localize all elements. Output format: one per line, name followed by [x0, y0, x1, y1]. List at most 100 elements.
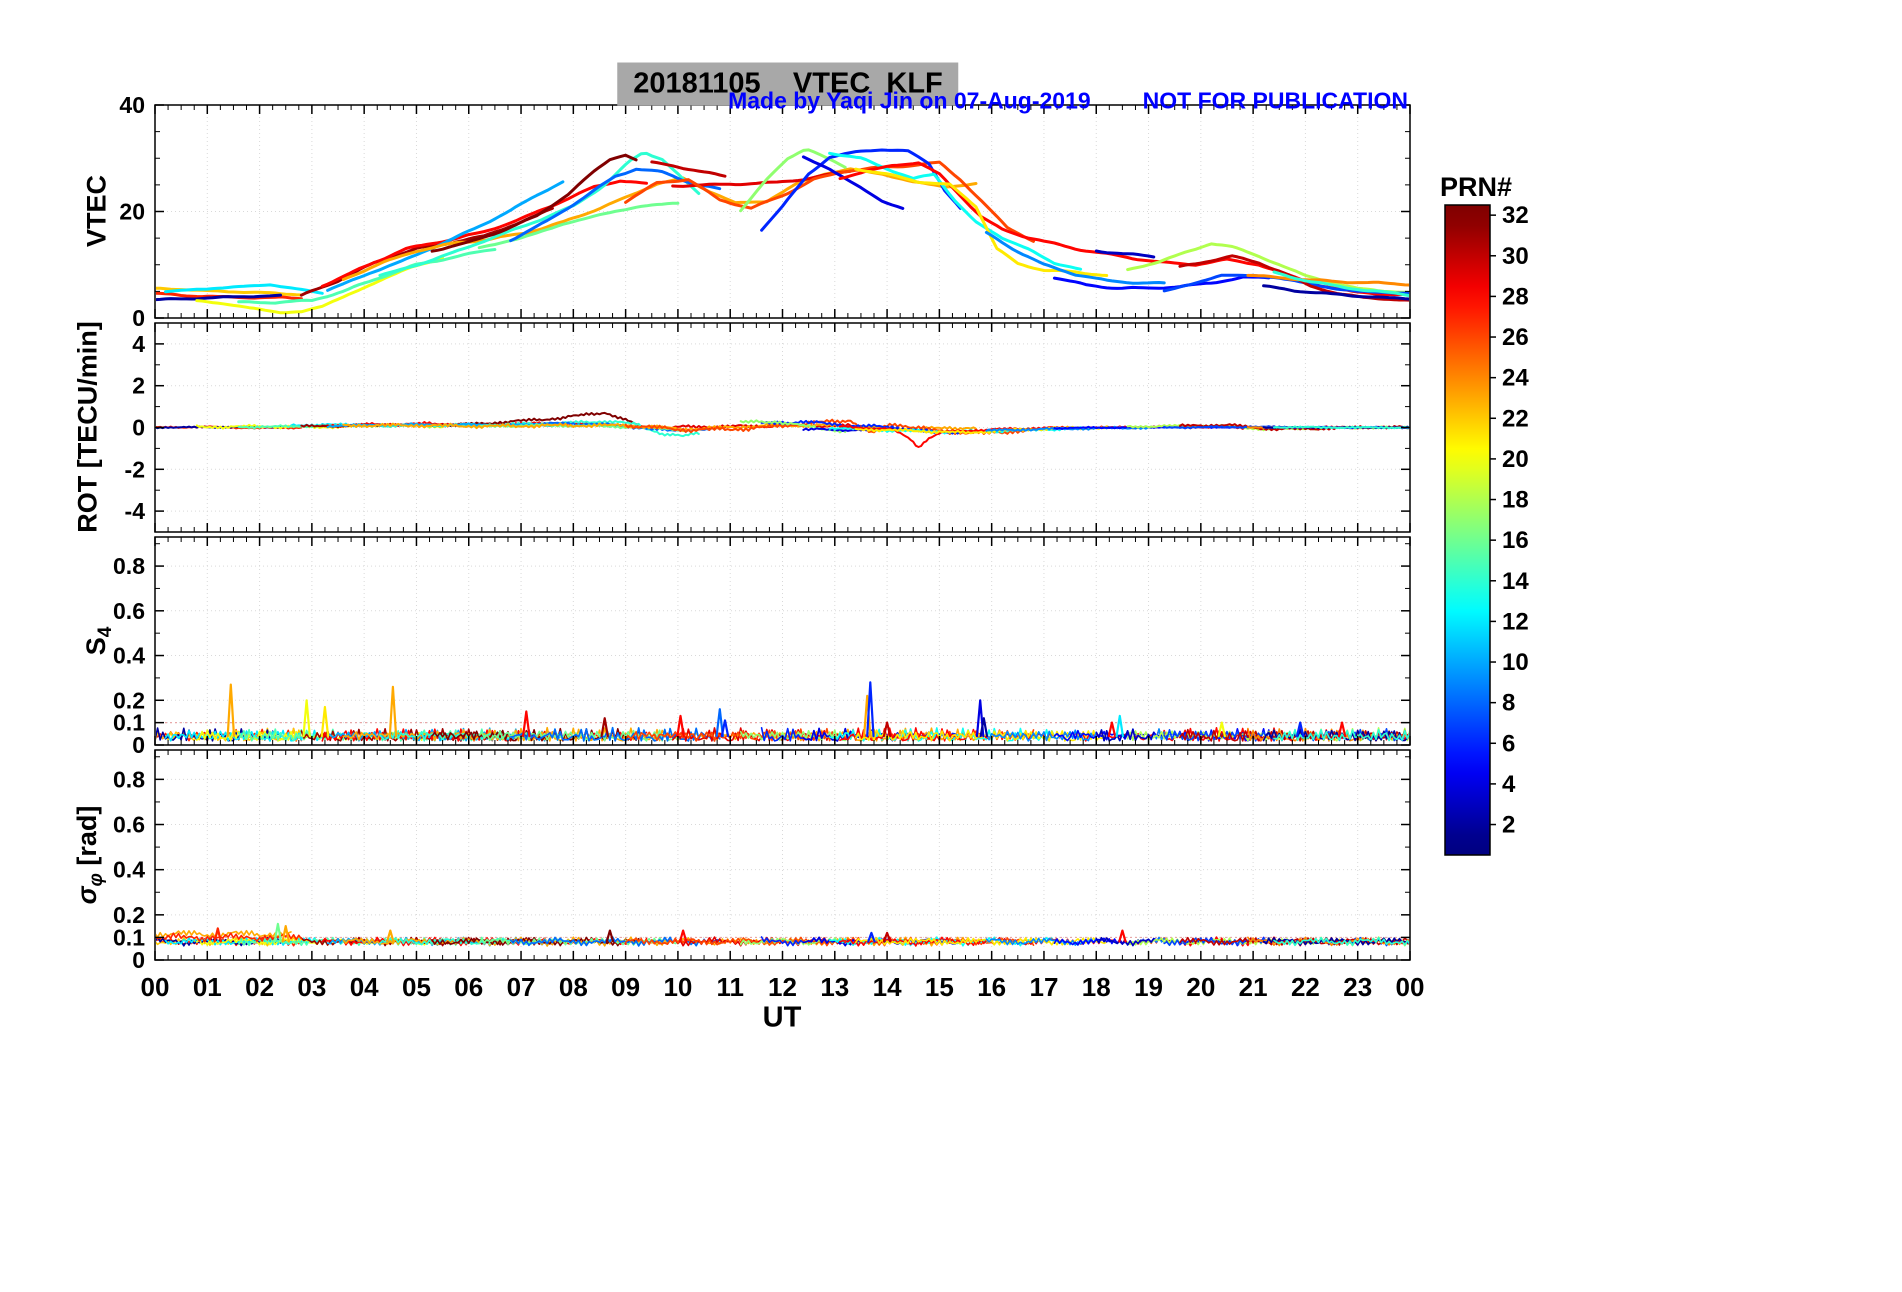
chart-title: 20181105 VTEC KLF — [617, 62, 959, 106]
panel-sigma-grid — [155, 750, 1410, 960]
sigma-spike-prn-16 — [273, 922, 283, 943]
xtick-label: 06 — [454, 972, 483, 1002]
sigma-spike-prn-32 — [605, 929, 615, 943]
ytick-label: 40 — [119, 92, 145, 118]
sigma-spike-prn-27 — [213, 927, 222, 943]
colorbar-gradient — [1444, 204, 1491, 856]
ytick-label: -2 — [125, 456, 145, 482]
xtick-label: 16 — [977, 972, 1006, 1002]
xtick-label: 10 — [663, 972, 692, 1002]
colorbar-tick-label: 20 — [1502, 446, 1529, 473]
ytick-label: 0 — [132, 732, 145, 758]
vtec-series-prn-26 — [624, 160, 1035, 243]
ytick-label: 0.2 — [113, 902, 145, 928]
panel-rot-ytick-labels: -4 -2 0 2 4 — [125, 331, 146, 524]
vtec-series-prn-24 — [1246, 273, 1409, 287]
ytick-label: 0.4 — [113, 857, 145, 883]
panel-sigma: 00.10.2 0.4 0.6 0.8 — [113, 749, 1411, 973]
rot-series-prn-23 — [342, 422, 977, 433]
panel-vtec: 0 20 40 — [119, 92, 1411, 331]
s4-spike-prn-28 — [1337, 721, 1347, 738]
xtick-label: 13 — [820, 972, 849, 1002]
ytick-label: 4 — [132, 331, 145, 357]
panel-vtec-ytick-labels: 0 20 40 — [119, 92, 145, 331]
y-axis-label-rot: ROT [TECU/min] — [72, 321, 103, 533]
panel-s4-axes — [154, 536, 1411, 746]
panel-s4-series — [156, 681, 1409, 742]
s4-band-prn-21 — [854, 729, 1108, 742]
sigma-band-prn-14 — [1273, 936, 1409, 947]
panel-sigma-axes — [154, 749, 1411, 961]
s4-spike-prn-6 — [866, 681, 875, 738]
not-for-publication-text: NOT FOR PUBLICATION — [1142, 87, 1408, 114]
y-axis-label-s4: S4 — [80, 626, 117, 656]
ytick-label: 0 — [132, 947, 145, 973]
ytick-label: 0.4 — [113, 643, 145, 669]
ytick-label: 0.8 — [113, 766, 145, 792]
vtec-series-prn-14 — [378, 151, 701, 277]
s4-spike-prn-23 — [226, 683, 236, 738]
s4-spike-prn-12 — [1115, 714, 1124, 738]
xtick-label: 05 — [402, 972, 431, 1002]
s4-spike-prn-8 — [715, 708, 724, 738]
vtec-series-prn-28 — [320, 179, 648, 288]
vtec-series-prn-5 — [1052, 275, 1271, 290]
ytick-label: 0.6 — [113, 598, 145, 624]
ytick-label: -4 — [125, 498, 146, 524]
colorbar-tick-label: 6 — [1502, 730, 1515, 757]
y-axis-label-sigma-phi: σφ [rad] — [71, 805, 108, 905]
ytick-label: 0.1 — [113, 710, 145, 736]
vtec-series-prn-2 — [1262, 284, 1409, 301]
vtec-series-prn-2 — [156, 293, 282, 302]
y-axis-label-vtec: VTEC — [81, 174, 112, 248]
rot-series-prn-14 — [1273, 425, 1409, 430]
ytick-label: 0 — [132, 305, 145, 331]
vtec-series-prn-15 — [237, 248, 497, 305]
panel-s4-grid — [155, 537, 1410, 745]
s4-band-prn-3 — [1095, 728, 1155, 742]
colorbar-tick-label: 12 — [1502, 608, 1529, 635]
sigma-band-prn-27 — [156, 932, 303, 943]
sigma-band-prn-23 — [156, 929, 292, 939]
colorbar-tick-label: 26 — [1502, 324, 1529, 351]
vtec-series-prn-30 — [650, 160, 727, 178]
sigma-spike-prn-28 — [678, 929, 688, 943]
colorbar-tick-label: 10 — [1502, 649, 1529, 676]
sigma-spike-prn-23 — [281, 925, 290, 943]
xtick-label: 09 — [611, 972, 640, 1002]
colorbar-tick-label: 28 — [1502, 283, 1529, 310]
xtick-label: 00 — [141, 972, 170, 1002]
xtick-label: 07 — [507, 972, 536, 1002]
s4-band-prn-16 — [478, 729, 679, 742]
xtick-label: 02 — [245, 972, 274, 1002]
xtick-label: 22 — [1291, 972, 1320, 1002]
watermark-annotation: Made by Yaqi Jin on 07-Aug-2019 NOT FOR P… — [703, 61, 1408, 142]
sigma-spike-prn-23 — [386, 929, 395, 943]
xtick-label: 14 — [873, 972, 902, 1002]
panel-rot-series — [156, 411, 1409, 448]
s4-spike-prn-28 — [676, 714, 685, 738]
xtick-label: 15 — [925, 972, 954, 1002]
panel-vtec-series — [156, 148, 1409, 315]
s4-spike-prn-21 — [320, 705, 330, 738]
s4-spike-prn-20 — [302, 699, 311, 738]
panel-s4-ytick-labels: 00.10.2 0.4 0.6 0.8 — [113, 553, 145, 758]
xtick-label: 17 — [1029, 972, 1058, 1002]
colorbar-tick-label: 22 — [1502, 405, 1529, 432]
ytick-label: 0.6 — [113, 812, 145, 838]
panel-vtec-axes — [154, 104, 1411, 319]
vtec-series-prn-4 — [801, 155, 905, 210]
s4-spike-prn-23 — [388, 685, 398, 738]
s4-spike-prn-20 — [1217, 721, 1226, 738]
s4-spike-prn-2 — [979, 717, 989, 738]
ytick-label: 20 — [119, 199, 145, 225]
s4-spike-prn-28 — [522, 710, 531, 738]
xtick-label: 08 — [559, 972, 588, 1002]
vtec-series-prn-9 — [984, 230, 1166, 285]
xtick-label: 12 — [768, 972, 797, 1002]
sigma-spike-prn-28 — [1118, 929, 1127, 943]
colorbar-tick-label: 30 — [1502, 243, 1529, 270]
x-axis-label: UT — [762, 1001, 802, 1034]
s4-spike-prn-28 — [1107, 721, 1117, 738]
